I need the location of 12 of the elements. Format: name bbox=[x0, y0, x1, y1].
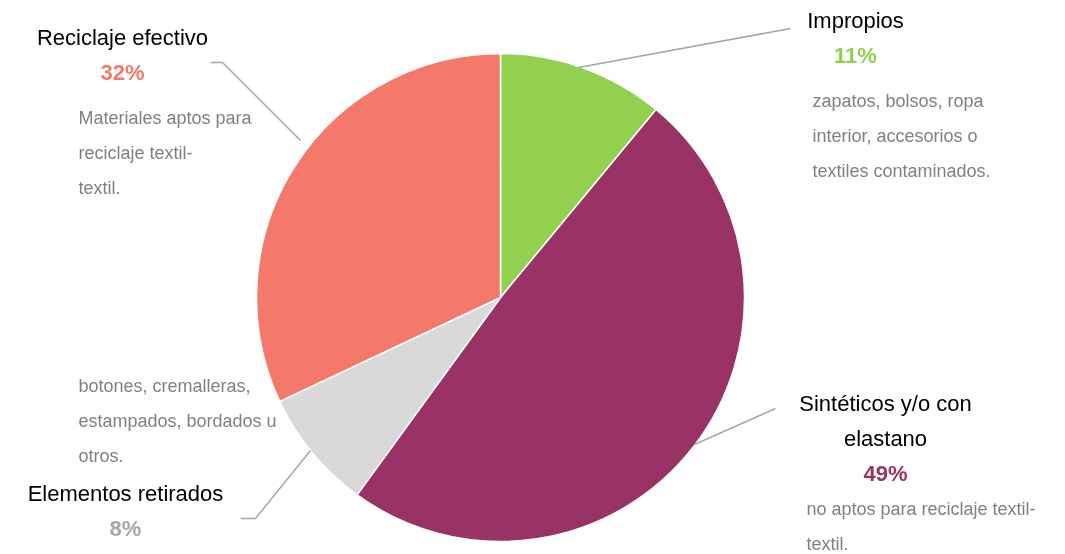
data-label: 8% bbox=[109, 516, 142, 541]
slice-label: Impropios bbox=[807, 8, 904, 33]
text: Materiales aptos para reciclaje textil-textil. bbox=[78, 107, 253, 198]
text: zapatos, bolsos, ropa interior, accesorios o textiles contaminados. bbox=[812, 90, 991, 181]
slice-label: Reciclaje efectivo bbox=[36, 25, 209, 50]
data-label: 32% bbox=[100, 60, 145, 85]
slice-label: Sintéticos y/o con elastano bbox=[799, 391, 972, 451]
data-label: 11% bbox=[834, 43, 877, 68]
slice-label: Elementos retirados bbox=[27, 481, 224, 506]
text: botones, cremalleras, estampados, bordados u otros. bbox=[78, 375, 277, 466]
data-label: 49% bbox=[863, 461, 908, 486]
text: no aptos para reciclaje textil-textil. bbox=[806, 498, 1036, 554]
